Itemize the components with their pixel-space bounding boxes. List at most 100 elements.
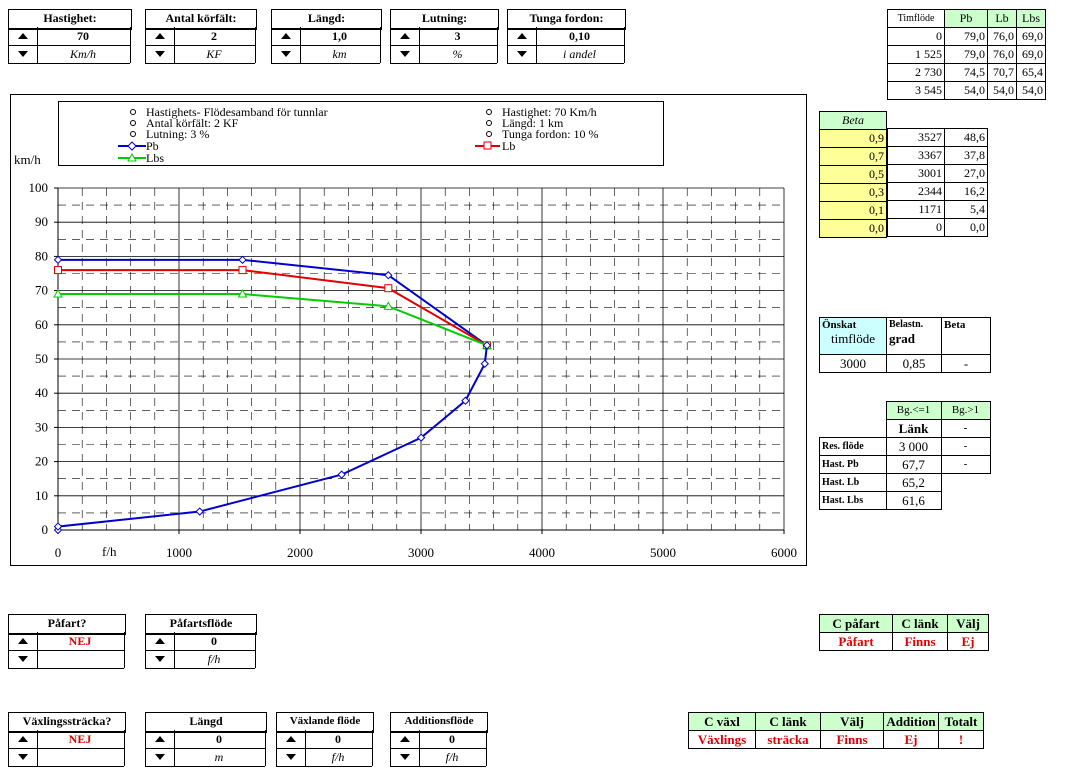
onramp-flow-up-button[interactable] xyxy=(145,632,175,650)
series-capacity-point xyxy=(482,341,492,350)
length-value[interactable]: 1,0 xyxy=(299,27,381,45)
weaving-flow-unit: f/h xyxy=(304,748,373,766)
slope-value[interactable]: 3 xyxy=(418,27,498,45)
legend-title: Hastighets- Flödesamband för tunnlar xyxy=(146,105,328,119)
addition-header: Addition xyxy=(883,712,939,731)
weaving-length-input: Längd 0 m xyxy=(145,712,267,768)
weaving-flow-down-button[interactable] xyxy=(276,748,306,766)
flow-cell: 76,0 xyxy=(987,45,1017,64)
weaving-input: Växlingssträcka? NEJ xyxy=(8,712,126,768)
heavy-vehicles-value[interactable]: 0,10 xyxy=(535,27,625,45)
weaving-value[interactable]: NEJ xyxy=(36,730,125,748)
total-header: Totalt xyxy=(938,712,984,731)
flow-cell: 54,0 xyxy=(1016,81,1046,100)
weaving-up-button[interactable] xyxy=(8,730,38,748)
onramp-flow-input: Påfartsflöde 0 f/h xyxy=(145,614,257,670)
speed-input: Hastighet: 70 Km/h xyxy=(8,9,132,64)
x-tick-label: 6000 xyxy=(771,545,797,560)
legend-pb-marker xyxy=(127,141,137,151)
series-capacity-point xyxy=(195,507,204,516)
c-weaving-header: C växl xyxy=(688,712,756,731)
length-down-button[interactable] xyxy=(271,45,301,63)
flow-cell: 1 525 xyxy=(887,45,945,64)
legend-pb-label: Pb xyxy=(146,139,159,153)
c-weaving-value: Växlings xyxy=(688,730,756,749)
weaving-down-button[interactable] xyxy=(8,748,38,766)
results-row-value2: - xyxy=(940,455,991,474)
flow-cell: 2 730 xyxy=(887,63,945,82)
speed-value[interactable]: 70 xyxy=(36,27,131,45)
flow-header-timflode: Timflöde xyxy=(887,9,945,28)
legend-lbs-label: Lbs xyxy=(146,151,164,165)
x-tick-label: 4000 xyxy=(529,545,555,560)
flow-cell: 70,7 xyxy=(987,63,1017,82)
onramp-value[interactable]: NEJ xyxy=(36,632,125,650)
slope-down-button[interactable] xyxy=(390,45,420,63)
beta-flow-cell: 3001 xyxy=(887,164,945,183)
heavy-vehicles-down-button[interactable] xyxy=(507,45,537,63)
weaving-length-value[interactable]: 0 xyxy=(173,730,266,748)
speed-up-button[interactable] xyxy=(8,27,38,45)
addition-flow-down-button[interactable] xyxy=(390,748,420,766)
results-table: Bg.<=1 Bg.>1 Länk - Res. flöde 3 000 - H… xyxy=(819,401,991,510)
onramp-flow-value[interactable]: 0 xyxy=(173,632,256,650)
results-row-value: 65,2 xyxy=(885,473,942,492)
series-lb-point xyxy=(384,284,393,293)
c-link-value: Finns xyxy=(892,632,948,651)
series-capacity-line xyxy=(57,345,488,530)
addition-flow-value[interactable]: 0 xyxy=(418,730,487,748)
results-row-value: 61,6 xyxy=(885,491,942,510)
weaving-length-down-button[interactable] xyxy=(145,748,175,766)
legend-bullet xyxy=(486,120,492,126)
beta-speed-cell: 5,4 xyxy=(944,200,988,219)
series-lb-point xyxy=(54,266,62,275)
beta-flow-cell: 2344 xyxy=(887,182,945,201)
desired-flow-header-2: timflöde xyxy=(830,331,876,346)
series-pb-point xyxy=(384,271,393,280)
slope-up-button[interactable] xyxy=(390,27,420,45)
x-tick-label: 2000 xyxy=(287,545,313,560)
series-lbs-point xyxy=(383,301,394,310)
desired-flow-header: Önskat timflöde xyxy=(819,317,887,355)
onramp-up-button[interactable] xyxy=(8,632,38,650)
series-capacity-point xyxy=(416,433,426,442)
y-tick-label: 70 xyxy=(35,283,48,298)
y-axis-label: km/h xyxy=(14,152,41,167)
addition-flow-up-button[interactable] xyxy=(390,730,420,748)
beta-cell: 0,1 xyxy=(819,201,887,220)
series-capacity-point xyxy=(480,359,489,368)
weaving-flow-value[interactable]: 0 xyxy=(304,730,373,748)
lanes-up-button[interactable] xyxy=(145,27,175,45)
series-lbs-point xyxy=(237,289,248,298)
flow-cell: 69,0 xyxy=(1016,45,1046,64)
onramp-flow-down-button[interactable] xyxy=(145,650,175,668)
lanes-down-button[interactable] xyxy=(145,45,175,63)
results-row-label: Res. flöde xyxy=(819,437,887,456)
slope-unit: % xyxy=(418,45,498,63)
onramp-down-button[interactable] xyxy=(8,650,38,668)
beta-values-table: 3527 48,6 3367 37,8 3001 27,0 2344 16,2 1171… xyxy=(887,128,988,237)
length-up-button[interactable] xyxy=(271,27,301,45)
legend-lb-marker xyxy=(483,141,492,150)
results-row-label: Hast. Lbs xyxy=(819,491,887,510)
weaving-length-up-button[interactable] xyxy=(145,730,175,748)
beta-speed-cell: 37,8 xyxy=(944,146,988,165)
x-tick-label: 5000 xyxy=(650,545,676,560)
speed-down-button[interactable] xyxy=(8,45,38,63)
addition-flow-unit: f/h xyxy=(418,748,487,766)
legend-box xyxy=(58,101,664,166)
desired-flow-value[interactable]: 3000 xyxy=(819,354,887,373)
c-onramp-header: C påfart xyxy=(819,614,893,633)
c-link-header: C länk xyxy=(755,712,821,731)
flow-cell: 54,0 xyxy=(944,81,988,100)
beta-result-header: Beta xyxy=(941,317,991,355)
lanes-value[interactable]: 2 xyxy=(173,27,256,45)
beta-flow-cell: 3527 xyxy=(887,128,945,147)
lanes-label: Antal körfält: xyxy=(145,9,257,30)
weaving-flow-up-button[interactable] xyxy=(276,730,306,748)
legend-lanes: Antal körfält: 2 KF xyxy=(146,116,239,130)
y-tick-label: 60 xyxy=(35,317,48,332)
flow-header-lbs: Lbs xyxy=(1016,9,1046,28)
y-tick-label: 20 xyxy=(35,454,48,469)
heavy-vehicles-up-button[interactable] xyxy=(507,27,537,45)
